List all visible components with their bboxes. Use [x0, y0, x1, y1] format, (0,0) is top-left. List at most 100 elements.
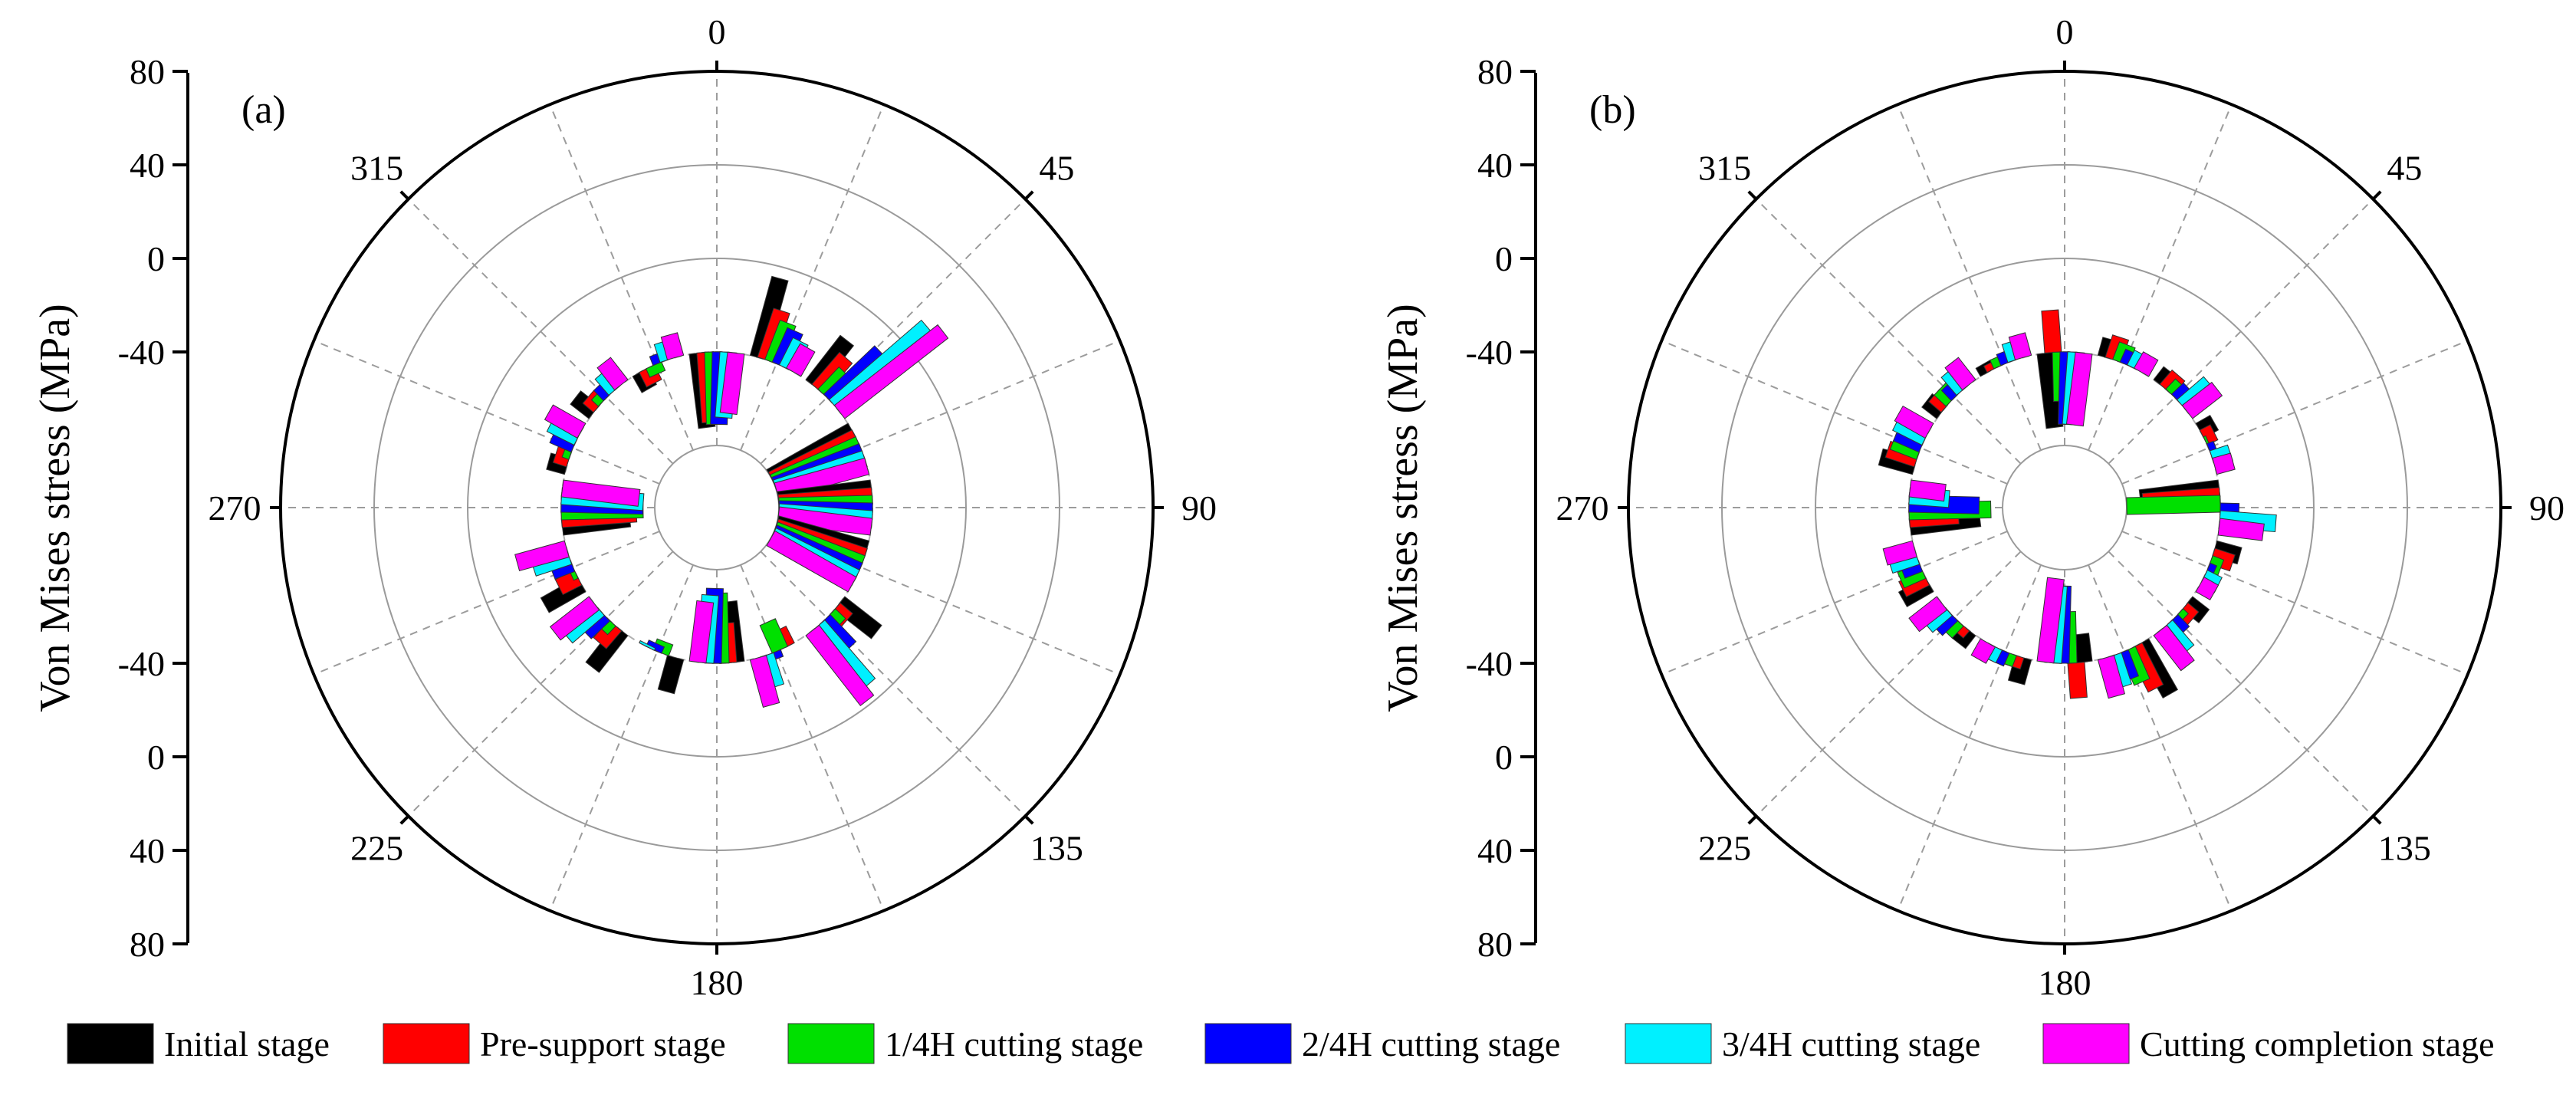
radial-tick-label: 40: [1477, 831, 1513, 870]
radial-tick-label: 0: [147, 239, 165, 278]
bar-cutting-completion-stage-270: [1908, 479, 1947, 502]
grid-spoke: [313, 340, 660, 485]
bar-cutting-completion-stage-315: [1944, 357, 1976, 391]
legend-item: 2/4H cutting stage: [1204, 1023, 1560, 1064]
angle-label-180: 180: [2039, 963, 2091, 1002]
bar-cutting-completion-stage-225: [549, 596, 600, 641]
legend-label: Initial stage: [164, 1024, 330, 1063]
legend-swatch: [2042, 1023, 2130, 1064]
grid-spoke: [1897, 564, 2042, 912]
legend-swatch: [1625, 1023, 1712, 1064]
legend-item: Pre-support stage: [383, 1023, 726, 1064]
panel-label: (b): [1589, 88, 1636, 132]
grid-spoke: [407, 198, 674, 465]
bar-cutting-completion-stage-292.5: [1894, 405, 1934, 439]
grid-spoke: [549, 564, 694, 912]
bar-cutting-completion-stage-180: [688, 600, 715, 664]
legend: Initial stage Pre-support stage 1/4H cutti…: [67, 1023, 2495, 1064]
grid-spoke: [407, 551, 674, 817]
panel-label: (a): [242, 88, 286, 132]
angle-tick: [1024, 814, 1034, 825]
grid-spoke: [1755, 198, 2022, 465]
bar-cutting-completion-stage-0: [719, 351, 745, 416]
bar-cutting-completion-stage-112.5: [2195, 577, 2220, 601]
bar-cutting-completion-stage-0: [2065, 351, 2093, 427]
angle-label-90: 90: [2529, 488, 2564, 528]
grid-spoke: [740, 104, 885, 451]
bar-pre-support-stage-180: [2067, 662, 2088, 699]
legend-swatch: [383, 1023, 470, 1064]
angle-label-315: 315: [1698, 149, 1751, 188]
bar-cutting-completion-stage-157.5: [2097, 655, 2126, 699]
grid-spoke: [760, 198, 1027, 465]
angle-label-45: 45: [1039, 149, 1074, 188]
grid-spoke: [760, 551, 1027, 817]
legend-swatch: [67, 1023, 154, 1064]
bar-pre-support-stage-0: [2041, 309, 2062, 353]
grid-spoke: [313, 531, 660, 676]
radial-tick-label: 40: [130, 146, 165, 185]
angle-tick: [2371, 814, 2382, 825]
bars: [1878, 309, 2277, 699]
legend-label: Cutting completion stage: [2140, 1024, 2495, 1063]
radial-tick-label: -40: [1466, 333, 1513, 372]
radial-tick-label: 80: [130, 52, 165, 91]
grid-spoke: [2108, 198, 2374, 465]
bar-cutting-completion-stage-45: [2181, 381, 2223, 419]
radial-tick-label: 80: [1477, 925, 1513, 964]
bar-cutting-completion-stage-45: [833, 324, 949, 419]
grid-spoke: [1661, 531, 2008, 676]
radial-tick-label: 0: [147, 738, 165, 777]
angle-label-180: 180: [691, 963, 744, 1002]
bar-cutting-completion-stage-135: [805, 624, 875, 707]
y-axis-title: Von Mises stress (MPa): [1379, 304, 1427, 712]
legend-swatch: [1204, 1023, 1292, 1064]
bar-cutting-completion-stage-225: [1908, 596, 1948, 633]
bar-cutting-completion-stage-22.5: [2133, 351, 2159, 377]
angle-label-270: 270: [209, 488, 261, 528]
radial-tick-label: 80: [130, 925, 165, 964]
bar-cutting-completion-stage-22.5: [786, 343, 816, 377]
angle-label-90: 90: [1181, 488, 1217, 528]
angle-label-135: 135: [2378, 828, 2431, 867]
y-axis-title: Von Mises stress (MPa): [31, 304, 79, 712]
legend-label: 1/4H cutting stage: [885, 1024, 1143, 1063]
radial-tick-label: -40: [118, 644, 165, 683]
legend-item: Initial stage: [67, 1023, 330, 1064]
legend-label: 2/4H cutting stage: [1302, 1024, 1560, 1063]
grid-spoke: [2108, 551, 2374, 817]
bar-cutting-completion-stage-337.5: [2008, 332, 2032, 360]
angle-label-0: 0: [708, 12, 726, 51]
angle-label-315: 315: [350, 149, 403, 188]
bar-cutting-completion-stage-157.5: [749, 655, 780, 708]
grid-spoke: [1661, 340, 2008, 485]
angle-label-225: 225: [350, 828, 403, 867]
grid-spoke: [2088, 104, 2233, 451]
legend-item: 3/4H cutting stage: [1625, 1023, 1980, 1064]
bar-cutting-completion-stage-67.5: [2212, 452, 2236, 475]
bar-cutting-completion-stage-247.5: [514, 540, 570, 572]
angle-tick: [1747, 190, 1758, 201]
angle-label-225: 225: [1698, 828, 1751, 867]
grid-spoke: [1897, 104, 2042, 451]
legend-label: 3/4H cutting stage: [1722, 1024, 1980, 1063]
radial-tick-label: 0: [1495, 239, 1513, 278]
bar-cutting-completion-stage-90: [2217, 518, 2265, 541]
grid-spoke: [2088, 564, 2233, 912]
radial-tick-label: 40: [1477, 146, 1513, 185]
bar-1-4h-cutting-stage-90: [2126, 495, 2221, 515]
bar-cutting-completion-stage-247.5: [1882, 540, 1917, 566]
radial-tick-label: 0: [1495, 738, 1513, 777]
bar-3-4h-cutting-stage-202.5: [639, 639, 656, 651]
legend-item: Cutting completion stage: [2042, 1023, 2495, 1064]
radial-tick-label: 40: [130, 831, 165, 870]
bars: [514, 275, 949, 708]
grid-spoke: [740, 564, 885, 912]
inner-circle: [2002, 445, 2128, 570]
bar-initial-stage-202.5: [657, 655, 685, 695]
angle-tick: [399, 814, 410, 825]
angle-tick: [2371, 190, 2382, 201]
angle-label-0: 0: [2056, 12, 2074, 51]
polar-panel-a: 0 45 90 135 180 225 270 315 80 40 0 -40 -40 0 40 80 Von …: [31, 12, 1217, 1002]
